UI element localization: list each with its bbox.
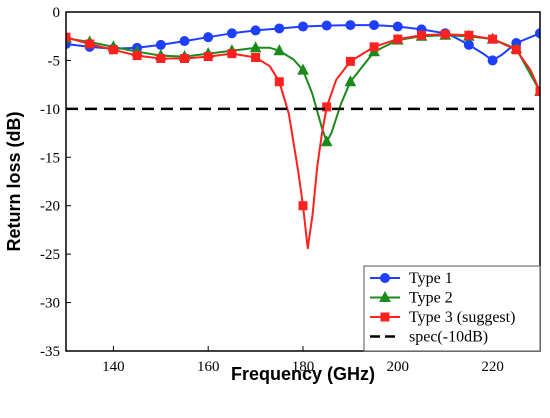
data-point-circle xyxy=(274,23,285,34)
data-point-square xyxy=(203,52,213,62)
data-point-circle xyxy=(179,36,190,47)
data-point-square xyxy=(66,32,71,42)
legend-label: Type 2 xyxy=(409,290,453,307)
y-tick-label: -20 xyxy=(40,199,60,215)
y-tick-label: -5 xyxy=(48,53,61,69)
y-axis-title: Return loss (dB) xyxy=(4,111,24,251)
data-point-circle xyxy=(226,28,237,39)
data-point-circle xyxy=(487,55,498,66)
data-point-square xyxy=(108,45,118,55)
x-tick-label: 160 xyxy=(197,359,220,375)
data-point-square xyxy=(180,53,189,63)
data-point-square xyxy=(464,30,474,40)
data-point-square xyxy=(369,42,379,52)
y-tick-label: -30 xyxy=(40,296,60,312)
data-point-square xyxy=(298,201,308,211)
axis-ticks: 140 160 180 200 220 0 -5 -10 -15 -20 -25 -30 -35 xyxy=(40,5,504,375)
data-point-triangle xyxy=(297,63,309,75)
data-point-square xyxy=(322,102,332,112)
y-tick-label: -10 xyxy=(40,102,60,118)
plot-area xyxy=(66,20,540,250)
data-point-square xyxy=(132,51,142,61)
legend-label: spec(-10dB) xyxy=(409,329,488,346)
data-point-square xyxy=(488,34,498,44)
y-tick-label: -35 xyxy=(40,344,60,360)
data-point-square xyxy=(393,34,403,44)
data-point-triangle xyxy=(320,135,333,147)
data-point-triangle xyxy=(344,75,357,87)
y-tick-label: -15 xyxy=(40,150,60,166)
data-point-square xyxy=(227,49,237,59)
data-point-square xyxy=(440,29,450,39)
series-group xyxy=(66,20,540,250)
data-point-square xyxy=(85,39,95,49)
data-point-circle xyxy=(298,21,308,32)
x-tick-label: 220 xyxy=(481,359,504,375)
data-point-circle xyxy=(345,20,356,31)
data-point-square xyxy=(417,30,426,40)
x-tick-label: 180 xyxy=(292,359,315,375)
data-point-triangle xyxy=(273,44,286,56)
data-point-circle xyxy=(463,39,474,50)
legend-marker xyxy=(380,273,390,283)
x-tick-label: 140 xyxy=(102,359,125,375)
data-point-circle xyxy=(321,20,332,31)
data-point-triangle xyxy=(249,41,262,53)
x-axis-title: Frequency (GHz) xyxy=(231,364,375,384)
data-point-circle xyxy=(203,32,214,43)
data-point-square xyxy=(345,56,355,66)
data-point-square xyxy=(535,86,540,96)
data-point-square xyxy=(274,77,284,87)
data-point-square xyxy=(251,53,261,63)
data-point-circle xyxy=(392,21,403,32)
data-point-circle xyxy=(369,20,380,31)
data-point-circle xyxy=(250,25,261,36)
legend: Type 1 Type 2 Type 3 (suggest) spec(-10dB) xyxy=(363,265,541,352)
data-point-circle xyxy=(535,28,540,39)
legend-marker xyxy=(379,290,391,302)
x-tick-label: 200 xyxy=(387,359,410,375)
data-point-square xyxy=(511,45,521,55)
data-point-square xyxy=(156,53,166,63)
legend-marker xyxy=(380,312,390,322)
data-point-circle xyxy=(155,39,166,50)
legend-label: Type 3 (suggest) xyxy=(409,309,515,326)
legend-label: Type 1 xyxy=(409,270,453,287)
y-tick-label: -25 xyxy=(40,247,60,263)
y-tick-label: 0 xyxy=(53,5,61,21)
